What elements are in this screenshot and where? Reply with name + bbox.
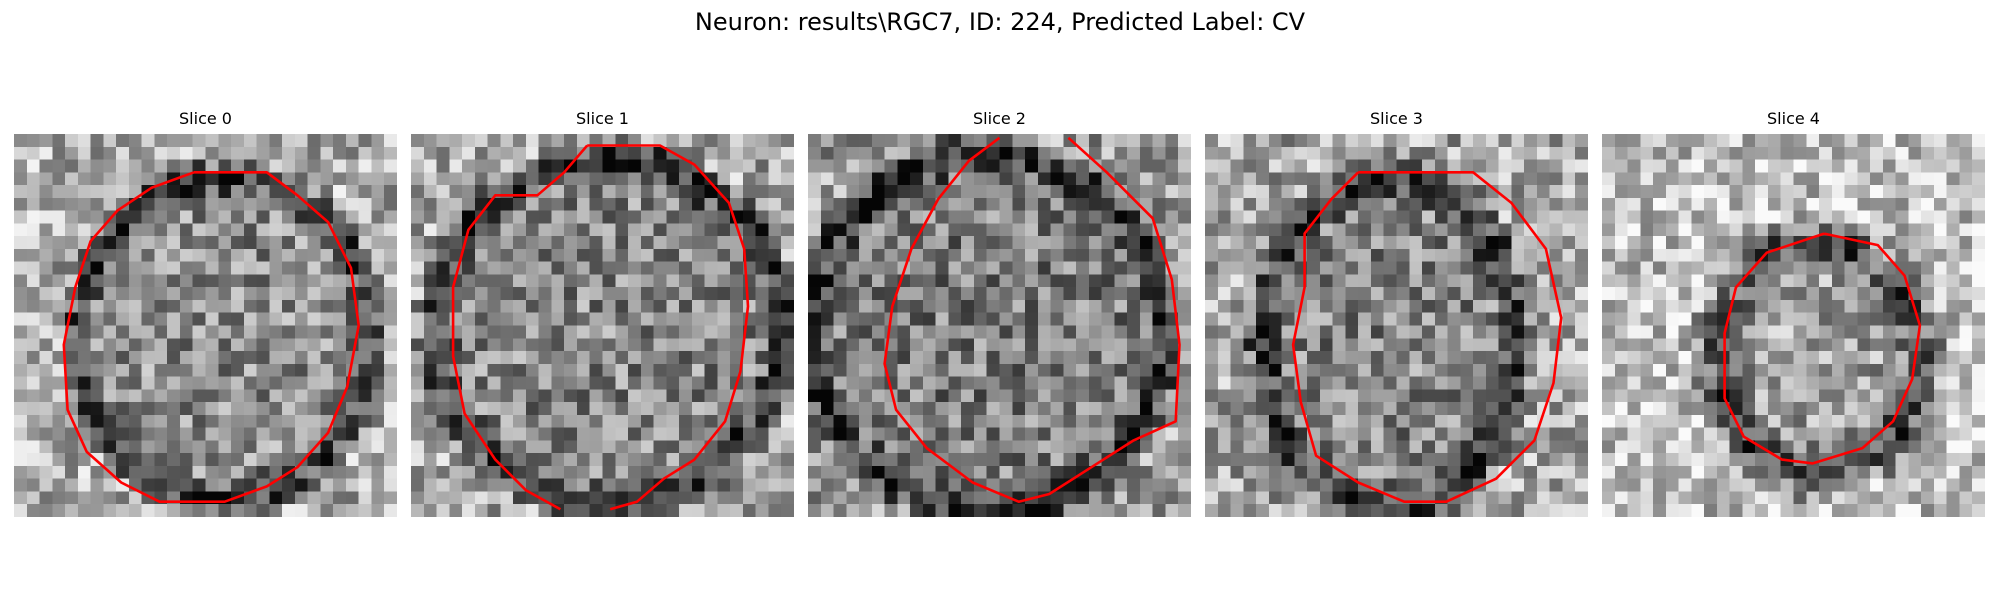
slice-panel-0: Slice 0	[14, 108, 397, 517]
segmentation-contour	[62, 170, 361, 504]
segmentation-contour	[883, 136, 1181, 504]
slice-panel-4: Slice 4	[1602, 108, 1985, 517]
slice-image-2	[808, 134, 1191, 517]
pixel-grid	[14, 134, 397, 517]
slice-panel-1: Slice 1	[411, 108, 794, 517]
pixel-grid	[1602, 134, 1985, 517]
slice-image-1	[411, 134, 794, 517]
slice-image-4	[1602, 134, 1985, 517]
segmentation-contour	[1723, 232, 1922, 465]
slice-image-0	[14, 134, 397, 517]
segmentation-contour	[451, 144, 589, 511]
pixel-grid	[1205, 134, 1588, 517]
slice-image-3	[1205, 134, 1588, 517]
slice-title: Slice 1	[576, 109, 629, 128]
slice-panel-2: Slice 2	[808, 108, 1191, 517]
slice-title: Slice 0	[179, 109, 232, 128]
pixel-grid	[808, 134, 1191, 517]
segmentation-contour	[1291, 170, 1563, 504]
slice-panel-3: Slice 3	[1205, 108, 1588, 517]
figure-title: Neuron: results\RGC7, ID: 224, Predicted…	[694, 8, 1306, 36]
slice-title: Slice 3	[1370, 109, 1423, 128]
segmentation-contour	[587, 144, 750, 511]
pixel-grid	[411, 134, 794, 517]
slice-title: Slice 4	[1767, 109, 1820, 128]
slice-title: Slice 2	[973, 109, 1026, 128]
